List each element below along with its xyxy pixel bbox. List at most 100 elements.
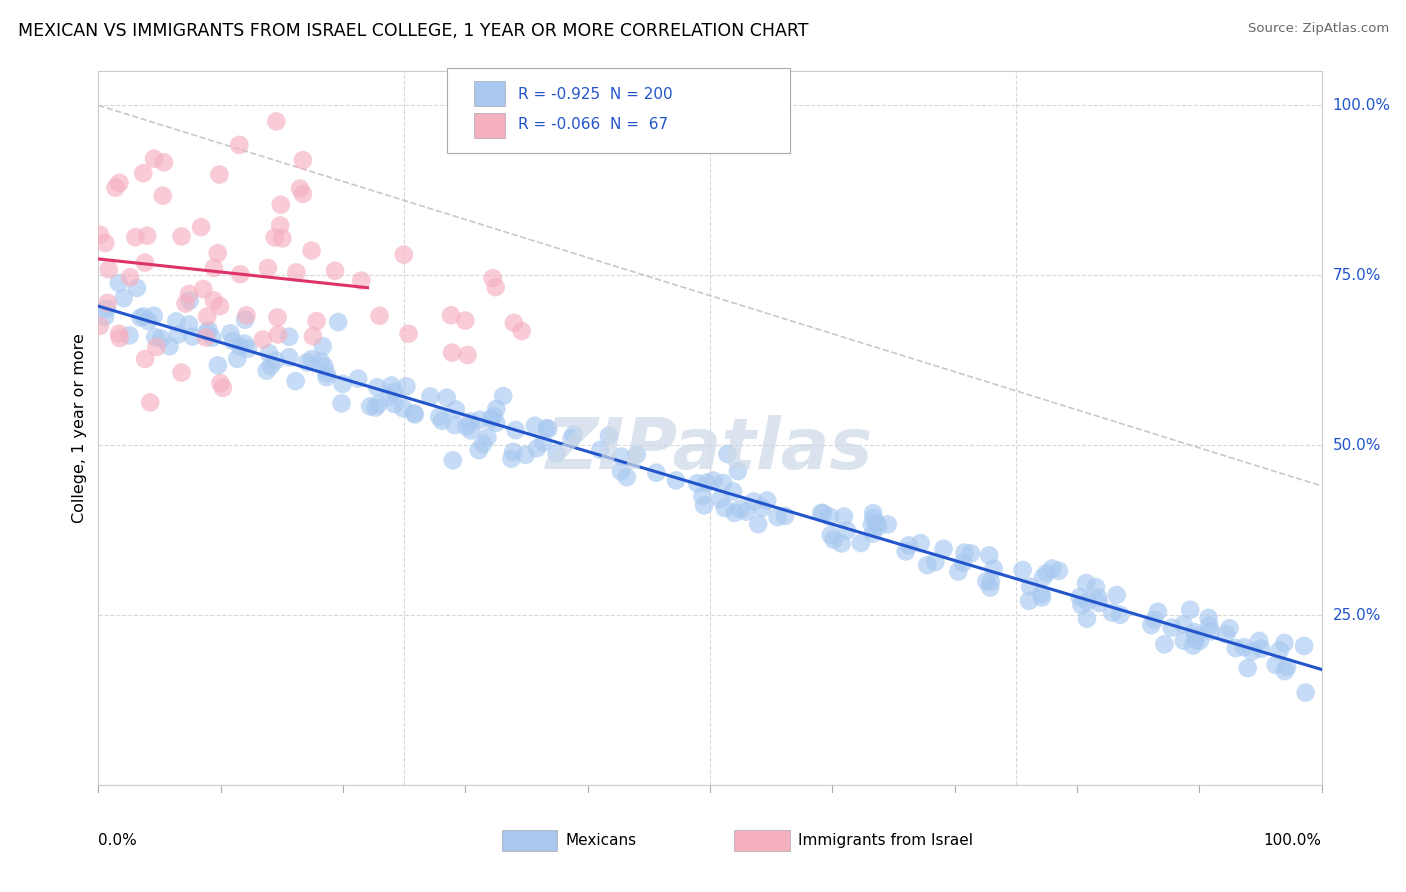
Bar: [474, 81, 505, 106]
Point: [278, 330, 301, 344]
Point: [696, 475, 718, 490]
Point: [702, 474, 724, 488]
Point: [866, 516, 889, 530]
Point: [271, 231, 294, 245]
Point: [295, 355, 318, 369]
Point: [1143, 613, 1166, 627]
Point: [108, 176, 131, 190]
Point: [332, 376, 354, 391]
Point: [810, 506, 832, 520]
Point: [471, 437, 494, 451]
Point: [692, 489, 714, 503]
Point: [108, 326, 131, 341]
Point: [366, 380, 388, 394]
Point: [143, 152, 166, 166]
Point: [209, 376, 232, 391]
Point: [285, 265, 308, 279]
Point: [979, 581, 1001, 595]
Point: [328, 315, 350, 329]
Point: [1264, 657, 1286, 672]
Point: [236, 342, 259, 356]
Point: [976, 574, 998, 589]
Point: [125, 281, 148, 295]
Point: [170, 366, 193, 380]
Point: [159, 339, 181, 353]
Point: [1294, 639, 1316, 653]
Point: [686, 476, 709, 491]
Point: [152, 188, 174, 202]
Point: [150, 332, 173, 346]
Point: [711, 475, 734, 490]
Point: [849, 536, 872, 550]
Point: [1088, 596, 1111, 610]
Point: [235, 309, 257, 323]
Point: [229, 267, 252, 281]
Point: [485, 401, 508, 416]
Point: [626, 448, 648, 462]
Point: [212, 381, 235, 395]
Text: R = -0.925  N = 200: R = -0.925 N = 200: [517, 87, 672, 102]
Point: [323, 264, 346, 278]
Point: [177, 318, 200, 332]
Point: [1160, 621, 1182, 635]
Point: [94, 310, 117, 324]
Point: [560, 432, 582, 446]
Point: [1218, 621, 1240, 635]
Point: [811, 506, 834, 520]
Point: [818, 509, 841, 524]
Point: [468, 413, 491, 427]
Point: [256, 364, 278, 378]
Point: [1236, 661, 1258, 675]
Point: [309, 354, 332, 368]
Point: [477, 430, 499, 444]
Point: [202, 293, 225, 308]
Point: [460, 415, 482, 429]
Text: Mexicans: Mexicans: [565, 833, 637, 848]
Point: [1019, 580, 1042, 594]
Point: [562, 427, 585, 442]
Point: [202, 260, 225, 275]
Point: [537, 422, 560, 436]
Point: [831, 536, 853, 550]
Point: [190, 220, 212, 235]
Point: [443, 418, 465, 433]
Point: [1240, 644, 1263, 658]
Point: [832, 509, 855, 524]
Point: [1173, 617, 1195, 632]
Point: [402, 406, 425, 420]
Text: ZIPatlas: ZIPatlas: [547, 415, 873, 484]
Point: [665, 474, 688, 488]
Point: [201, 331, 224, 345]
Point: [233, 312, 256, 326]
Point: [1035, 566, 1057, 580]
Point: [1105, 588, 1128, 602]
Point: [523, 418, 546, 433]
Point: [1188, 633, 1211, 648]
Point: [747, 517, 769, 532]
Point: [134, 351, 156, 366]
Point: [257, 346, 280, 360]
Point: [89, 227, 111, 242]
Point: [124, 230, 146, 244]
Point: [1047, 564, 1070, 578]
Point: [1069, 590, 1091, 604]
Point: [862, 511, 884, 525]
Point: [302, 329, 325, 343]
Point: [730, 501, 752, 516]
Point: [735, 505, 758, 519]
Point: [526, 442, 548, 456]
Text: Immigrants from Israel: Immigrants from Israel: [799, 833, 973, 848]
Point: [1074, 576, 1097, 591]
Point: [1215, 627, 1237, 641]
Point: [97, 262, 120, 277]
Point: [288, 181, 311, 195]
Point: [501, 451, 523, 466]
Text: 100.0%: 100.0%: [1264, 833, 1322, 848]
Text: 0.0%: 0.0%: [98, 833, 138, 848]
Point: [709, 491, 731, 506]
Point: [193, 282, 215, 296]
Point: [1153, 637, 1175, 651]
Point: [1295, 685, 1317, 699]
Point: [104, 180, 127, 194]
Point: [142, 309, 165, 323]
